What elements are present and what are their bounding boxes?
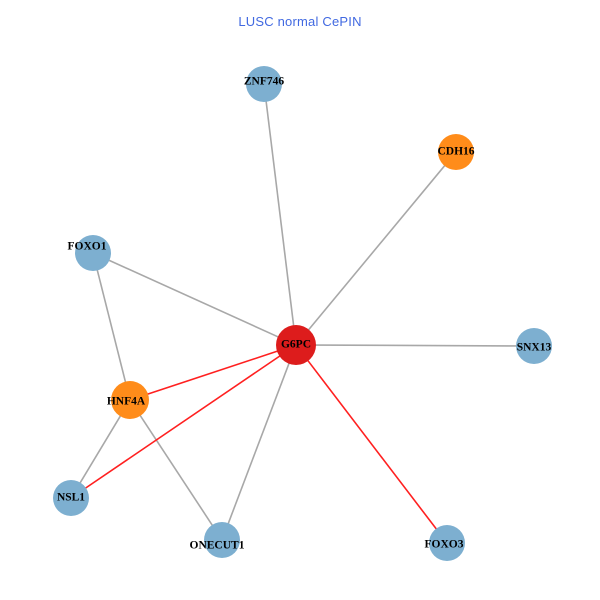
graph-edge-foxo1-g6pc bbox=[107, 258, 280, 339]
graph-node-label-hnf4a: HNF4A bbox=[107, 396, 146, 408]
graph-node-foxo1[interactable] bbox=[75, 235, 111, 271]
graph-node-label-znf746: ZNF746 bbox=[244, 76, 285, 88]
graph-edge-cdh16-g6pc bbox=[306, 163, 447, 332]
graph-edge-nsl1-hnf4a bbox=[78, 414, 122, 485]
graph-node-g6pc[interactable] bbox=[276, 325, 316, 365]
graph-node-nsl1[interactable] bbox=[53, 480, 89, 516]
graph-edge-znf746-g6pc bbox=[265, 99, 295, 328]
graph-node-onecut1[interactable] bbox=[204, 522, 240, 558]
labels-layer: G6PC ZNF746 CDH16 FOXO1 SNX13 HNF4A NSL1 ONECUT… bbox=[57, 76, 552, 552]
graph-edge-foxo1-hnf4a bbox=[96, 268, 127, 384]
graph-edge-hnf4a-onecut1 bbox=[138, 413, 214, 528]
graph-node-label-foxo1: FOXO1 bbox=[68, 241, 107, 253]
graph-edge-foxo3-g6pc bbox=[306, 358, 438, 531]
graph-node-label-foxo3: FOXO3 bbox=[425, 539, 464, 551]
graph-edge-nsl1-g6pc bbox=[83, 354, 282, 490]
graph-node-hnf4a[interactable] bbox=[111, 381, 149, 419]
graph-edge-onecut1-g6pc bbox=[226, 361, 291, 526]
graph-node-znf746[interactable] bbox=[246, 66, 282, 102]
graph-node-foxo3[interactable] bbox=[429, 525, 465, 561]
graph-edge-hnf4a-g6pc bbox=[145, 349, 280, 396]
graph-node-label-cdh16: CDH16 bbox=[437, 146, 474, 158]
graph-node-snx13[interactable] bbox=[516, 328, 552, 364]
graph-node-cdh16[interactable] bbox=[438, 134, 474, 170]
graph-node-label-nsl1: NSL1 bbox=[57, 492, 85, 504]
graph-node-label-onecut1: ONECUT1 bbox=[190, 540, 245, 552]
graph-node-label-snx13: SNX13 bbox=[517, 342, 552, 354]
edges-layer bbox=[78, 99, 519, 531]
graph-node-label-g6pc: G6PC bbox=[281, 339, 311, 351]
nodes-layer bbox=[53, 66, 552, 561]
page-title: LUSC normal CePIN bbox=[238, 14, 362, 29]
graph-edge-snx13-g6pc bbox=[313, 344, 519, 347]
